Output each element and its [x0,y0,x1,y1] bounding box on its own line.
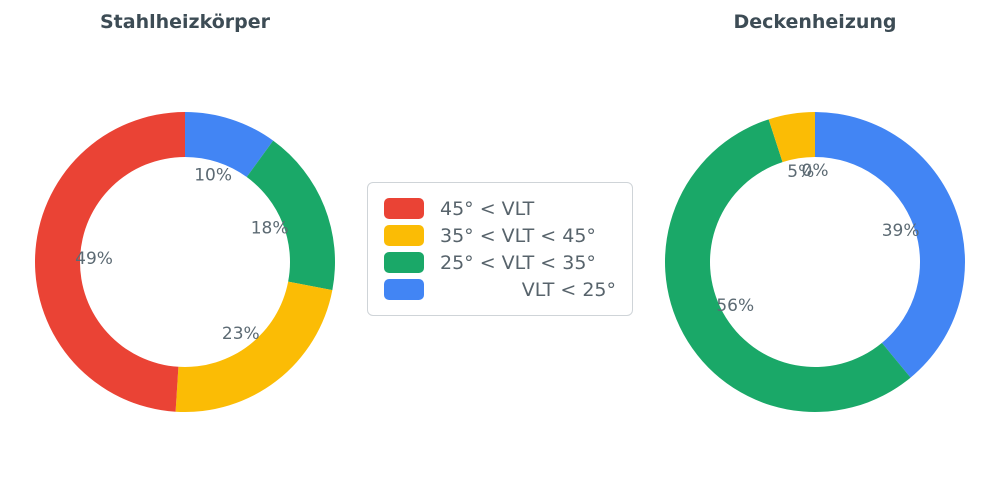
legend: 45° < VLT 35° < VLT < 45° 25° < VLT < 35… [367,182,633,316]
legend-item-45-vlt: 45° < VLT [384,195,616,222]
donut-slice [815,112,966,378]
legend-swatch-green [384,252,424,273]
legend-swatch-red [384,198,424,219]
donut-slice [665,119,911,413]
percent-label: 23% [222,324,260,344]
legend-item-below-25: VLT < 25° [384,276,616,303]
legend-label: 25° < VLT < 35° [440,251,596,274]
percent-label: 0% [802,161,829,181]
donut-slice [768,112,815,163]
percent-label: 10% [194,165,232,185]
legend-swatch-blue [384,279,424,300]
left-chart-title: Stahlheizkörper [99,11,271,33]
donut-left: 10% 18% 23% 49% [34,112,335,412]
right-chart-title: Deckenheizung [733,11,897,33]
legend-label: VLT < 25° [521,278,616,301]
percent-label: 56% [716,296,754,316]
legend-swatch-yellow [384,225,424,246]
percent-label: 18% [251,219,289,239]
percent-label: 49% [75,249,113,269]
percent-label: 5% [787,162,814,182]
donut-slice [34,112,185,412]
legend-item-25-35: 25° < VLT < 35° [384,249,616,276]
percent-label: 39% [882,221,920,241]
donut-right: 39% 56% 5%0% [665,112,966,413]
legend-item-35-45: 35° < VLT < 45° [384,222,616,249]
donut-slice [185,112,274,178]
donut-slice [175,281,333,412]
legend-label: 45° < VLT [440,197,535,220]
legend-label: 35° < VLT < 45° [440,224,596,247]
donut-slice [246,140,335,291]
